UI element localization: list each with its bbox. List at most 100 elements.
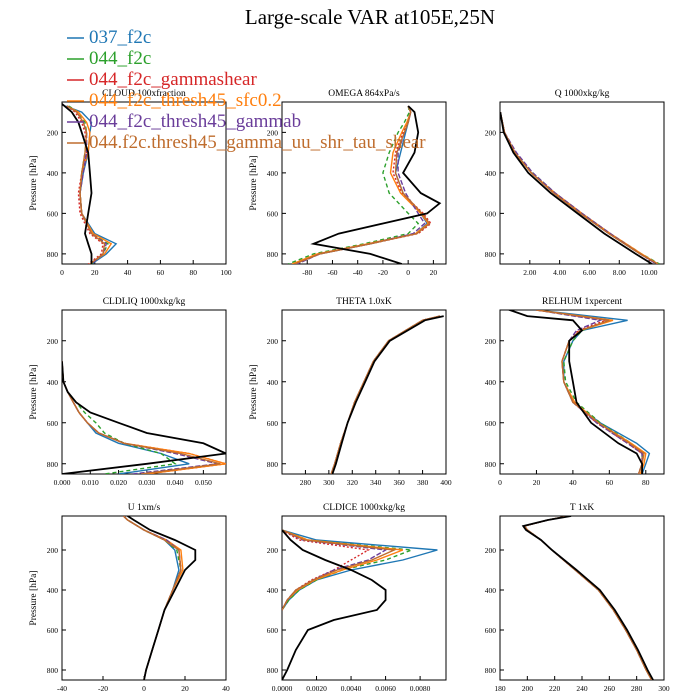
series-line-0 [500,111,659,264]
plot-frame [61,515,227,681]
y-tick-label: 200 [267,337,279,346]
x-tick-label: -40 [353,268,363,277]
series-group [500,111,660,264]
series-line-3 [523,516,653,680]
series-group [288,105,442,264]
series-line-1 [536,310,643,474]
obs-line [331,315,444,474]
series-line-1 [288,105,420,264]
legend-item: 044_f2c_thresh45_sfc0.2 [67,90,282,111]
x-tick-label: 0 [498,478,502,487]
legend-label: 044_f2c_thresh45_gammab [89,111,301,132]
subplot-6: U 1xm/s 200 400 600 800 -40 -20 0 20 40 Pressure [… [29,503,230,693]
figure-title: Large-scale VAR at105E,25N [245,5,495,29]
subplot-7: CLDICE 1000xkg/kg 200 400 600 800 0.0000 0.002… [267,503,447,693]
y-tick-label: 200 [485,128,497,137]
y-tick-label: 200 [485,546,497,555]
series-line-5 [500,111,659,264]
plot-frame [61,101,227,265]
subplot-title: CLDLIQ 1000xkg/kg [103,297,186,307]
x-tick-label: 100 [220,268,232,277]
x-tick-label: 260 [604,684,616,693]
plot-frame [281,309,447,475]
y-tick-label: 600 [267,626,279,635]
x-tick-label: 0.040 [167,478,184,487]
series-line-0 [282,529,438,611]
series-line-5 [330,315,441,474]
series-line-4 [523,516,653,680]
y-tick-label: 800 [267,250,279,259]
legend-label: 037_f2c [89,27,151,48]
subplot-8: T 1xK 200 400 600 800 180 200 220 240 260 280 300 [485,503,670,693]
series-line-2 [523,516,653,680]
series-line-2 [536,310,643,474]
y-tick-label: 800 [47,666,59,675]
subplot-2: Q 1000xkg/kg 200 400 600 800 2.00 4.00 6.00 8.00… [485,89,665,277]
obs-line [62,103,93,264]
subplot-title: OMEGA 864xPa/s [328,89,400,99]
subplot-1: OMEGA 864xPa/s 200 400 600 800 -80 -60 -40 -20 0 2… [249,89,447,277]
series-line-3 [500,111,659,264]
x-tick-label: 220 [549,684,561,693]
y-tick-label: 200 [267,546,279,555]
y-axis-label: Pressure [hPa] [29,570,39,625]
x-tick-label: 180 [494,684,506,693]
x-tick-label: 300 [658,684,670,693]
series-line-4 [500,111,657,264]
legend: 037_f2c044_f2c044_f2c_gammashear044_f2c_… [67,27,426,153]
y-tick-label: 800 [267,460,279,469]
x-tick-label: 80 [642,478,650,487]
x-tick-label: 0.000 [54,478,71,487]
x-tick-label: 0.0040 [341,684,362,693]
obs-line [127,516,197,680]
y-tick-label: 200 [47,337,59,346]
y-tick-label: 600 [485,209,497,218]
series-line-0 [330,315,441,474]
y-tick-label: 400 [47,586,59,595]
x-tick-label: 2.00 [523,268,536,277]
x-tick-label: 20 [430,268,438,277]
x-tick-label: -60 [327,268,337,277]
x-tick-label: 20 [181,684,189,693]
legend-item: 044.f2c.thresh45_gamma_uu_shr_tau_shear [67,132,426,153]
series-group [123,516,197,680]
series-line-4 [330,315,441,474]
legend-item: 044_f2c_gammashear [67,69,257,90]
series-line-2 [500,111,657,264]
x-tick-label: 10.00 [641,268,658,277]
x-tick-label: 320 [347,478,359,487]
subplot-title: T 1xK [570,503,595,513]
obs-line [506,310,643,474]
x-tick-label: 280 [300,478,312,487]
series-group [282,529,438,680]
y-tick-label: 400 [485,378,497,387]
x-tick-label: 360 [394,478,406,487]
series-line-2 [123,516,182,680]
y-tick-label: 800 [267,666,279,675]
plot-frame [281,101,447,265]
subplot-title: Q 1000xkg/kg [555,89,610,99]
legend-label: 044_f2c_gammashear [89,69,257,90]
y-axis-label: Pressure [hPa] [249,155,259,210]
y-tick-label: 600 [485,419,497,428]
x-tick-label: 0.0080 [410,684,431,693]
series-line-4 [123,516,182,680]
y-tick-label: 200 [47,128,59,137]
y-tick-label: 400 [47,378,59,387]
y-tick-label: 600 [267,419,279,428]
y-tick-label: 800 [485,250,497,259]
x-tick-label: 280 [631,684,643,693]
y-axis-label: Pressure [hPa] [29,364,39,419]
x-tick-label: 60 [606,478,614,487]
obs-line [62,361,226,474]
x-tick-label: 200 [522,684,534,693]
x-tick-label: 40 [222,684,230,693]
subplot-title: U 1xm/s [128,503,161,513]
legend-label: 044_f2c [89,48,151,69]
y-tick-label: 600 [47,209,59,218]
subplot-title: RELHUM 1xpercent [542,297,622,307]
y-tick-label: 800 [485,460,497,469]
series-group [521,516,654,680]
x-tick-label: 400 [440,478,452,487]
